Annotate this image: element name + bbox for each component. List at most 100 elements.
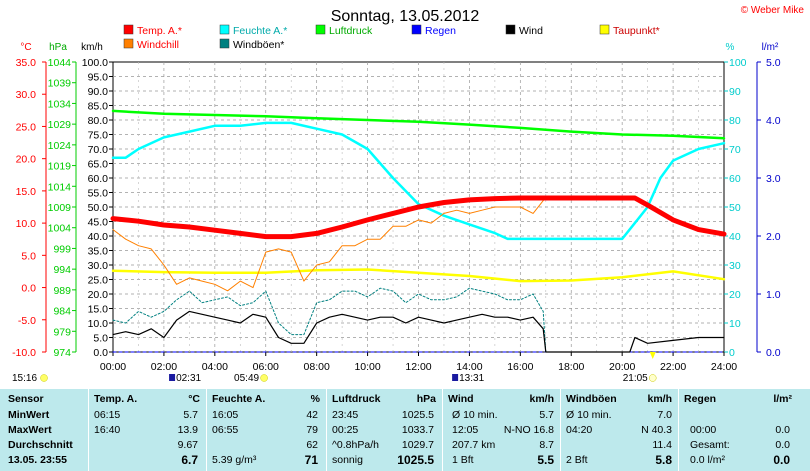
time-tick-label: 10:00: [354, 361, 380, 373]
humidity-tick-label: 30: [729, 260, 741, 272]
temp-tick-label: 0.0: [21, 283, 36, 295]
stats-header-wind-unit: km/h: [529, 393, 554, 405]
time-tick-label: 16:00: [507, 361, 533, 373]
series-line-feuchte-a: [111, 121, 726, 241]
stats-press-val: 1029.7: [401, 439, 434, 451]
time-tick-label: 12:00: [405, 361, 431, 373]
rain-unit-label: l/m²: [762, 42, 779, 53]
pressure-tick-label: 1014: [48, 181, 72, 193]
temp-tick-label: 20.0: [16, 154, 37, 166]
rain-tick-label: 5.0: [766, 57, 781, 69]
plot-axes: 35.0 30.0 25.0 20.0 15.0 10.0 5.0 0.0 -5.0 -10.0 1…: [12, 57, 781, 373]
stats-header-rain-unit: l/m²: [773, 393, 792, 405]
stats-divider: [206, 389, 207, 471]
humidity-tick-label: 70: [729, 144, 741, 156]
humidity-tick-label: 80: [729, 115, 741, 127]
time-tick-label: 24:00: [711, 361, 737, 373]
stats-hum-time: 5.39 g/m³: [212, 454, 257, 466]
wind-tick-label: 40.0: [88, 231, 109, 243]
temp-tick-label: 30.0: [16, 89, 37, 101]
rain-tick-label: 1.0: [766, 289, 781, 301]
stats-header-humidity-unit: %: [310, 393, 320, 405]
stats-hum-time: 16:05: [212, 409, 239, 421]
stats-header-pressure-unit: hPa: [416, 393, 436, 405]
stats-label: Durchschnitt: [8, 439, 73, 451]
legend-swatch: [599, 24, 610, 35]
stats-press-time: ^0.8hPa/h: [332, 439, 379, 451]
stats-temp-val: 13.9: [177, 424, 198, 436]
legend-swatch: [505, 24, 516, 35]
moonset-label: 02:31: [176, 373, 201, 384]
wind-tick-label: 20.0: [88, 289, 109, 301]
humidity-tick-label: 0: [729, 347, 735, 359]
current-time-label: 15:16: [12, 373, 37, 384]
wind-tick-label: 70.0: [88, 144, 109, 156]
temp-tick-label: -10.0: [12, 347, 36, 359]
pressure-tick-label: 1029: [48, 119, 72, 131]
pressure-tick-label: 979: [53, 326, 71, 338]
legend-label: Windchill: [137, 39, 179, 51]
pressure-tick-label: 974: [53, 347, 71, 359]
stats-gust-val: 5.8: [655, 453, 672, 467]
humidity-tick-label: 100: [729, 57, 747, 69]
stats-temp-val: 5.7: [183, 409, 198, 421]
time-tick-label: 14:00: [456, 361, 482, 373]
stats-gust-time: 04:20: [566, 424, 593, 436]
chart-legend: Temp. A.* Windchill Feuchte A.* Windböen* Lu…: [123, 24, 660, 51]
legend-label: Wind: [519, 25, 543, 37]
temp-tick-label: 5.0: [21, 250, 36, 262]
pressure-tick-label: 1039: [48, 78, 72, 90]
stats-temp-val: 6.7: [181, 453, 198, 467]
time-tick-label: 06:00: [253, 361, 279, 373]
stats-label: MinWert: [8, 409, 50, 421]
moonset-icon: [169, 374, 176, 381]
series-line-wind: [112, 310, 725, 353]
time-tick-label: 22:00: [660, 361, 686, 373]
stats-label: MaxWert: [8, 424, 52, 436]
statistics-panel: Sensor Temp. A. °C Feuchte A. % Luftdruc…: [0, 389, 810, 471]
temp-tick-label: 10.0: [16, 218, 37, 230]
series-line-taupunkt: [111, 268, 726, 283]
stats-wind-val: 5.5: [537, 453, 554, 467]
time-tick-label: 00:00: [100, 361, 126, 373]
wind-tick-label: 75.0: [88, 130, 109, 142]
stats-press-val: 1025.5: [401, 409, 434, 421]
time-tick-label: 02:00: [151, 361, 177, 373]
stats-hum-val: 62: [306, 439, 318, 451]
legend-label: Regen: [425, 25, 456, 37]
humidity-tick-label: 50: [729, 202, 741, 214]
wind-tick-label: 50.0: [88, 202, 109, 214]
wind-tick-label: 25.0: [88, 275, 109, 287]
wind-tick-label: 15.0: [88, 304, 109, 316]
stats-temp-time: 16:40: [94, 424, 121, 436]
series-line-temp-a: [110, 195, 727, 240]
rain-tick-label: 2.0: [766, 231, 781, 243]
stats-press-time: 00:25: [332, 424, 359, 436]
legend-label: Feuchte A.*: [233, 25, 287, 37]
stats-temp-time: 06:15: [94, 409, 121, 421]
stats-rain-val: 0.0: [775, 424, 790, 436]
stats-header-pressure: Luftdruck: [332, 393, 381, 405]
stats-wind-time: 207.7 km: [452, 439, 496, 451]
stats-header-gust: Windböen: [566, 393, 617, 405]
series-line-luftdruck: [111, 109, 726, 140]
humidity-unit-label: %: [726, 42, 735, 53]
wind-tick-label: 10.0: [88, 318, 109, 330]
time-tick-label: 04:00: [202, 361, 228, 373]
pressure-tick-label: 1034: [48, 98, 72, 110]
stats-temp-val: 9.67: [177, 439, 198, 451]
stats-wind-time: 12:05: [452, 424, 479, 436]
stats-press-time: 23:45: [332, 409, 359, 421]
stats-rain-val: 0.0: [775, 439, 790, 451]
time-markers: 15:16 02:31 05:49 13:31 21:05: [12, 352, 657, 384]
weather-chart: Sonntag, 13.05.2012 © Weber Mike Temp. A…: [12, 5, 804, 384]
stats-divider: [678, 389, 679, 471]
wind-tick-label: 90.0: [88, 86, 109, 98]
wind-tick-label: 35.0: [88, 246, 109, 258]
wind-unit-label: km/h: [81, 42, 103, 53]
rain-tick-label: 0.0: [766, 347, 781, 359]
time-tick-label: 20:00: [609, 361, 635, 373]
stats-divider: [326, 389, 327, 471]
sunrise-label: 05:49: [234, 373, 259, 384]
